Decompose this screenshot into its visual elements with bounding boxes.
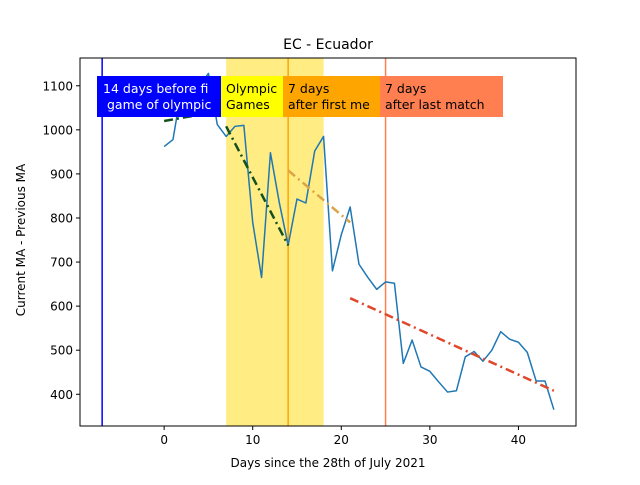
trend-line-2 (287, 169, 351, 224)
annotation-text-0-1: game of olympic (103, 97, 212, 112)
annotation-background-3 (380, 76, 503, 117)
annotation-text-1-0: Olympic (226, 81, 277, 96)
y-tick-label: 1100 (42, 79, 73, 93)
x-tick-label: 40 (511, 433, 526, 447)
y-tick-label: 1000 (42, 123, 73, 137)
annotation-text-2-1: after first me (288, 97, 370, 112)
trend-line-1 (225, 125, 290, 246)
y-tick-label: 800 (50, 211, 73, 225)
annotation-text-3-0: 7 days (385, 81, 426, 96)
annotation-background-1 (221, 76, 285, 117)
y-tick-label: 500 (50, 344, 73, 358)
y-axis-label: Current MA - Previous MA (14, 163, 28, 316)
annotation-text-2-0: 7 days (288, 81, 329, 96)
x-tick-label: 10 (245, 433, 260, 447)
plot-frame (79, 57, 577, 427)
x-tick-label: 20 (334, 433, 349, 447)
y-tick-label: 600 (50, 300, 73, 314)
x-axis-label: Days since the 28th of July 2021 (231, 456, 426, 470)
x-tick-label: 0 (160, 433, 168, 447)
x-tick-label: 30 (422, 433, 437, 447)
y-tick-label: 700 (50, 256, 73, 270)
annotation-background-0 (97, 76, 221, 117)
chart-title: EC - Ecuador (283, 37, 373, 53)
annotation-text-0-0: 14 days before fi (103, 81, 208, 96)
y-tick-label: 900 (50, 167, 73, 181)
annotation-box-0: 14 days before fi game of olympic (97, 76, 221, 117)
annotation-text-3-1: after last match (385, 97, 485, 112)
annotation-background-2 (283, 76, 382, 117)
y-tick-label: 400 (50, 388, 73, 402)
trend-line-0 (163, 111, 209, 123)
olympic-games-shaded-region (226, 58, 324, 426)
annotation-text-1-1: Games (226, 97, 270, 112)
